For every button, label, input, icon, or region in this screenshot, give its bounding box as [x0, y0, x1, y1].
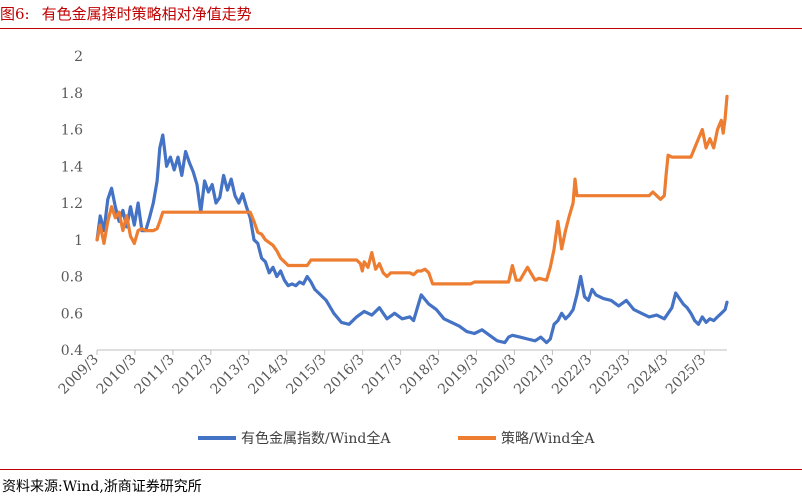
series-lines: [95, 94, 729, 345]
x-tick-label: 2012/3: [170, 352, 216, 398]
x-tick-label: 2022/3: [549, 352, 595, 398]
source-rule: [0, 469, 802, 470]
x-tick-label: 2023/3: [587, 352, 633, 398]
x-tick-label: 2020/3: [473, 352, 519, 398]
x-tick-label: 2015/3: [283, 352, 329, 398]
y-tick-label: 1: [74, 233, 83, 249]
series-line-strategy-ratio: [95, 94, 729, 286]
source-note: 资料来源:Wind,浙商证券研究所: [2, 479, 202, 495]
y-axis: 2 1.8 1.6 1.4 1.2 1 0.8 0.6 0.4: [61, 49, 83, 359]
x-tick-label: 2014/3: [245, 352, 291, 398]
x-axis: 2009/32010/32011/32012/32013/32014/32015…: [56, 350, 709, 398]
y-tick-label: 0.6: [61, 306, 83, 322]
x-tick-label: 2019/3: [435, 352, 481, 398]
legend-label: 有色金属指数/Wind全A: [241, 430, 391, 447]
x-tick-label: 2024/3: [625, 352, 671, 398]
x-tick-label: 2010/3: [94, 352, 140, 398]
y-tick-label: 1.4: [61, 159, 83, 175]
figure-number: 图6:: [0, 5, 30, 23]
legend-label: 策略/Wind全A: [501, 430, 595, 447]
y-tick-label: 1.6: [61, 123, 83, 139]
line-chart: 2 1.8 1.6 1.4 1.2 1 0.8 0.6 0.4 2009/32010/32011…: [56, 49, 729, 447]
y-tick-label: 0.8: [61, 270, 83, 286]
figure-title-text: 有色金属择时策略相对净值走势: [41, 5, 252, 23]
chart-legend: 有色金属指数/Wind全A 策略/Wind全A: [198, 430, 595, 447]
x-tick-label: 2013/3: [207, 352, 253, 398]
x-tick-label: 2021/3: [511, 352, 557, 398]
y-tick-label: 0.4: [61, 343, 83, 359]
x-tick-label: 2025/3: [663, 352, 709, 398]
x-tick-label: 2011/3: [132, 352, 178, 398]
y-tick-label: 2: [74, 49, 83, 65]
x-tick-label: 2018/3: [397, 352, 443, 398]
x-tick-label: 2016/3: [321, 352, 367, 398]
y-tick-label: 1.8: [61, 86, 83, 102]
y-tick-label: 1.2: [61, 196, 83, 212]
x-tick-label: 2017/3: [359, 352, 405, 398]
figure-title: 图6: 有色金属择时策略相对净值走势: [0, 3, 252, 24]
series-line-index-ratio: [95, 133, 729, 345]
title-rule: [0, 28, 802, 29]
